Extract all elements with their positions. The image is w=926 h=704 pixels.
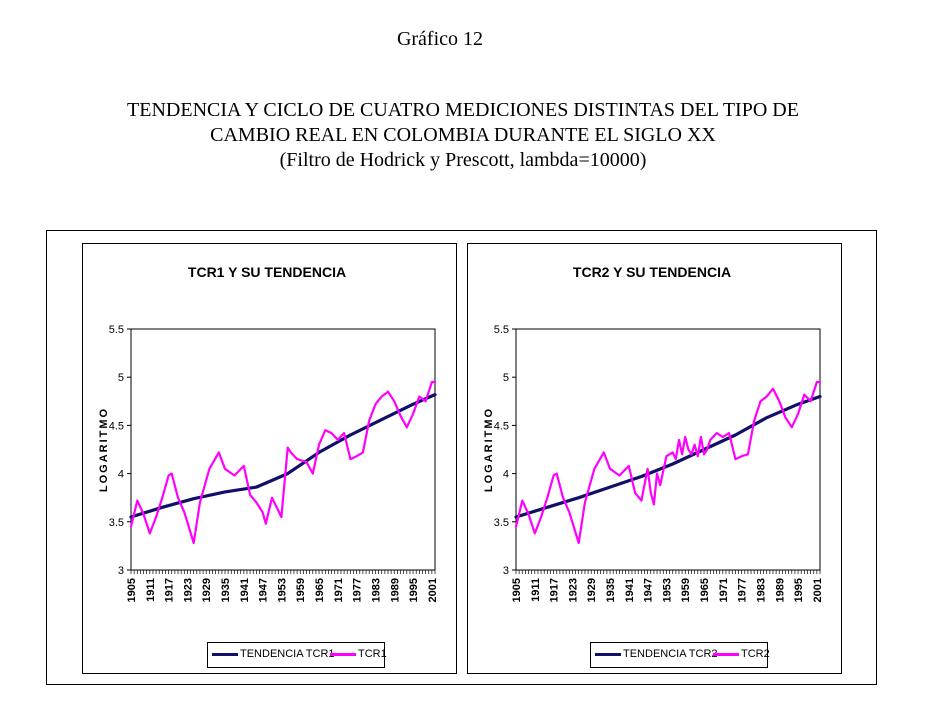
x-tick-label: 1983 bbox=[370, 578, 382, 602]
chart-panel-tcr1: TCR1 Y SU TENDENCIA LOGARITMO 3 3.5 4 4.5 5 5.5… bbox=[82, 243, 457, 674]
figure-frame bbox=[46, 230, 877, 685]
x-tick-label: 1923 bbox=[182, 578, 194, 602]
legend-label-series: TCR1 bbox=[358, 648, 387, 660]
plot-area bbox=[515, 328, 821, 571]
x-tick-label: 1953 bbox=[276, 578, 288, 602]
y-tick-label: 4 bbox=[118, 469, 124, 481]
y-tick-label: 5.5 bbox=[494, 324, 509, 336]
heading-subtitle: (Filtro de Hodrick y Prescott, lambda=10… bbox=[279, 149, 647, 171]
x-tick-label: 1929 bbox=[201, 578, 213, 602]
x-tick-label: 1971 bbox=[718, 578, 730, 602]
legend-swatch-trend bbox=[212, 652, 238, 656]
x-tick-label: 1911 bbox=[145, 578, 157, 602]
x-tick-label: 1929 bbox=[586, 578, 598, 602]
trend-line bbox=[129, 393, 437, 519]
y-axis-label: LOGARITMO bbox=[483, 407, 495, 492]
x-tick-label: 1947 bbox=[258, 578, 270, 602]
legend-entry-series: TCR1 bbox=[330, 648, 387, 660]
legend-tcr2: TENDENCIA TCR2 TCR2 bbox=[590, 642, 770, 668]
y-tick-label: 3.5 bbox=[494, 517, 509, 529]
x-tick-label: 1911 bbox=[530, 578, 542, 602]
chart-title: TCR1 Y SU TENDENCIA bbox=[188, 264, 346, 280]
x-tick-label: 1905 bbox=[511, 578, 523, 602]
x-tick-label: 1977 bbox=[352, 578, 364, 602]
x-tick-label: 1959 bbox=[295, 578, 307, 602]
y-tick-label: 3.5 bbox=[109, 517, 124, 529]
legend-label-trend: TENDENCIA TCR2 bbox=[623, 648, 718, 660]
trend-line bbox=[514, 394, 822, 519]
heading-line-1: TENDENCIA Y CICLO DE CUATRO MEDICIONES D… bbox=[127, 99, 799, 121]
x-tick-label: 2001 bbox=[812, 578, 824, 602]
legend-label-series: TCR2 bbox=[741, 648, 770, 660]
y-tick-label: 4.5 bbox=[109, 420, 124, 432]
x-tick-label: 1977 bbox=[737, 578, 749, 602]
chart-tcr1: TCR1 Y SU TENDENCIA LOGARITMO 3 3.5 4 4.5 5 5.5… bbox=[98, 264, 439, 602]
legend-label-trend: TENDENCIA TCR1 bbox=[240, 648, 335, 660]
y-tick-label: 4.5 bbox=[494, 420, 509, 432]
y-tick-label: 5 bbox=[503, 372, 509, 384]
y-tick-label: 3 bbox=[503, 565, 509, 577]
x-tick-label: 1941 bbox=[624, 578, 636, 602]
x-tick-label: 1983 bbox=[755, 578, 767, 602]
legend-entry-series: TCR2 bbox=[713, 648, 770, 660]
legend-entry-trend: TENDENCIA TCR1 bbox=[212, 648, 335, 660]
legend-swatch-series bbox=[713, 652, 739, 656]
x-tick-label: 1935 bbox=[220, 578, 232, 602]
plot-area bbox=[130, 328, 436, 571]
x-tick-label: 1965 bbox=[314, 578, 326, 602]
legend-swatch-series bbox=[330, 652, 356, 656]
x-tick-label: 1935 bbox=[605, 578, 617, 602]
x-tick-label: 1995 bbox=[793, 578, 805, 602]
x-tick-label: 1953 bbox=[661, 578, 673, 602]
chart-panel-tcr2: TCR2 Y SU TENDENCIA LOGARITMO 3 3.5 4 4.5 5 5.5… bbox=[467, 243, 842, 674]
x-tick-label: 1941 bbox=[239, 578, 251, 602]
y-tick-label: 4 bbox=[503, 469, 509, 481]
legend-entry-trend: TENDENCIA TCR2 bbox=[595, 648, 718, 660]
x-tick-label: 1947 bbox=[643, 578, 655, 602]
y-tick-label: 5.5 bbox=[109, 324, 124, 336]
x-tick-label: 1989 bbox=[774, 578, 786, 602]
series-line bbox=[514, 380, 822, 545]
x-tick-label: 1971 bbox=[333, 578, 345, 602]
x-tick-label: 1959 bbox=[680, 578, 692, 602]
y-tick-label: 3 bbox=[118, 565, 124, 577]
chart-title: TCR2 Y SU TENDENCIA bbox=[573, 264, 731, 280]
heading-line-2: CAMBIO REAL EN COLOMBIA DURANTE EL SIGLO… bbox=[210, 124, 716, 146]
y-tick-label: 5 bbox=[118, 372, 124, 384]
x-tick-label: 1923 bbox=[567, 578, 579, 602]
x-tick-label: 1965 bbox=[699, 578, 711, 602]
legend-tcr1: TENDENCIA TCR1 TCR1 bbox=[207, 642, 387, 668]
x-tick-label: 1989 bbox=[389, 578, 401, 602]
x-tick-label: 1995 bbox=[408, 578, 420, 602]
x-tick-label: 1917 bbox=[164, 578, 176, 602]
legend-swatch-trend bbox=[595, 652, 621, 656]
y-axis-label: LOGARITMO bbox=[98, 407, 110, 492]
figure-label: Gráfico 12 bbox=[396, 28, 484, 50]
x-tick-label: 1917 bbox=[549, 578, 561, 602]
chart-tcr2: TCR2 Y SU TENDENCIA LOGARITMO 3 3.5 4 4.5 5 5.5… bbox=[483, 264, 824, 602]
x-tick-label: 2001 bbox=[427, 578, 439, 602]
x-tick-label: 1905 bbox=[126, 578, 138, 602]
series-line bbox=[129, 380, 437, 545]
